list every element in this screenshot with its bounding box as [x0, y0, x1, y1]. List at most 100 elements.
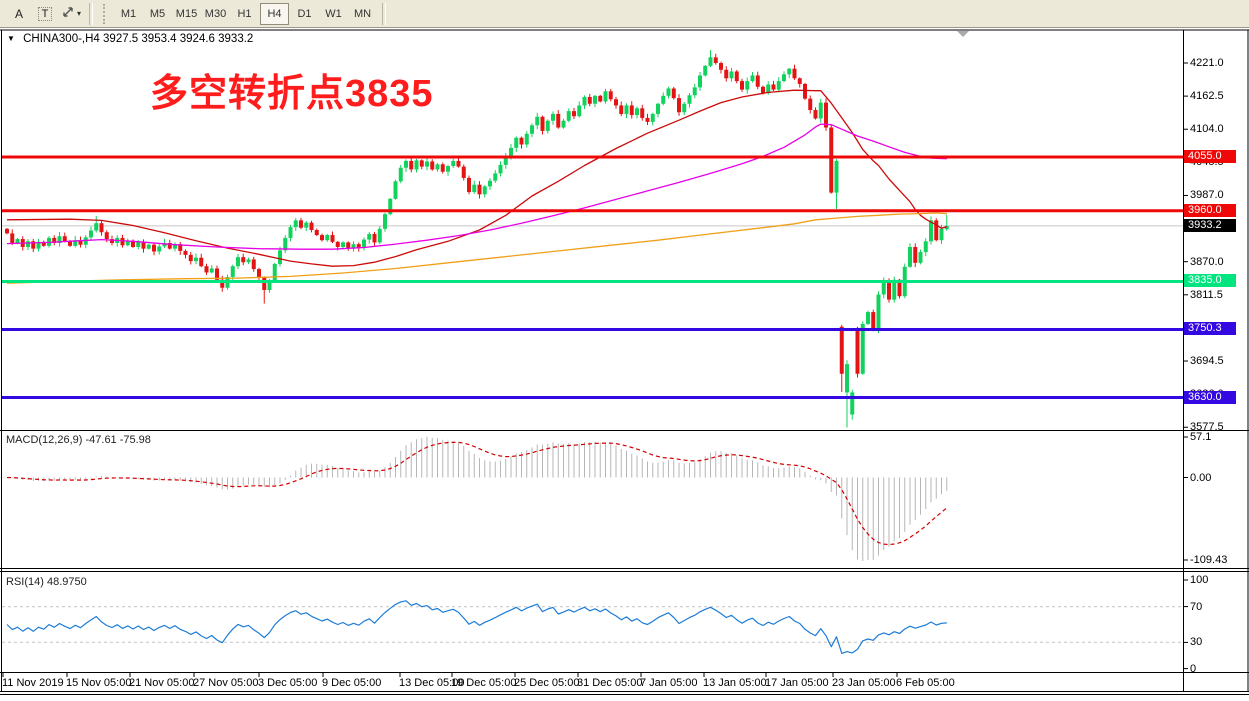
ma-mid-magenta	[6, 123, 947, 250]
candle-body	[5, 228, 9, 234]
candle-body	[162, 243, 167, 247]
candle-body	[624, 105, 629, 114]
candle-body	[125, 240, 130, 246]
candle-body	[761, 86, 765, 94]
chevron-down-icon: ▾	[76, 9, 81, 18]
price-axis-label: 3811.5	[1190, 288, 1223, 301]
candle-body	[257, 269, 261, 278]
timeframe-button-w1[interactable]: W1	[325, 7, 342, 20]
candle-body	[530, 125, 534, 134]
candle-body	[871, 312, 876, 330]
candle-body	[78, 240, 83, 245]
candle-body	[430, 161, 435, 170]
timeframe-button-m5[interactable]: M5	[149, 7, 166, 20]
arrow-cursor-button[interactable]: A	[14, 6, 23, 21]
timeframe-button-m1[interactable]: M1	[120, 7, 137, 20]
price-chart-canvas[interactable]	[0, 28, 1249, 701]
candle-body	[356, 244, 361, 249]
candle-body	[635, 108, 639, 116]
candle-body	[797, 78, 802, 84]
candle-body	[587, 96, 592, 104]
candle-body	[346, 242, 351, 249]
candle-body	[440, 164, 445, 172]
candle-body	[556, 113, 561, 128]
candle-body	[199, 257, 204, 267]
candle-body	[446, 166, 450, 172]
candle-body	[813, 109, 818, 119]
candle-body	[803, 83, 807, 99]
candle-body	[461, 166, 466, 178]
candle-body	[509, 147, 513, 157]
candle-body	[467, 177, 471, 193]
candle-body	[656, 103, 660, 114]
candle-body	[52, 237, 57, 244]
timeframe-button-d1[interactable]: D1	[297, 7, 312, 20]
date-label: 3 Dec 05:00	[258, 677, 318, 689]
candle-body	[57, 236, 62, 244]
candle-body	[377, 228, 382, 243]
candle-body	[614, 99, 618, 106]
candle-body	[766, 84, 771, 94]
rsi-axis-label: 30	[1190, 636, 1203, 649]
macd-indicator-label: MACD(12,26,9) -47.61 -75.98	[6, 434, 151, 446]
candle-body	[740, 81, 744, 90]
candle-body	[677, 98, 681, 113]
timeframe-button-mn[interactable]: MN	[353, 7, 372, 20]
candle-body	[881, 280, 886, 295]
candle-body	[10, 233, 15, 244]
candle-body	[230, 266, 235, 277]
candle-body	[104, 232, 109, 240]
chart-text-annotation[interactable]: 多空转折点3835	[150, 73, 434, 115]
candle-body	[566, 111, 571, 121]
collapse-triangle-icon[interactable]: ▼	[7, 34, 15, 43]
timeframe-button-h1[interactable]: H1	[237, 7, 252, 20]
candle-body	[267, 280, 272, 290]
candle-body	[173, 244, 177, 249]
price-level-badge: 3835.0	[1184, 274, 1236, 288]
candle-body	[845, 364, 849, 393]
candle-body	[236, 257, 240, 267]
candle-body	[713, 57, 718, 63]
date-label: 9 Dec 05:00	[322, 677, 382, 689]
date-label: 15 Nov 05:00	[66, 677, 132, 689]
toolbar-grip[interactable]	[103, 3, 109, 24]
candle-body	[650, 113, 655, 122]
candle-body	[188, 254, 193, 262]
timeframe-button-h4[interactable]: H4	[260, 2, 289, 25]
price-axis-label: 3694.5	[1190, 355, 1224, 368]
ohlc-values-label: 3927.5 3953.4 3924.6 3933.2	[103, 33, 254, 45]
candle-body	[913, 246, 918, 263]
timeframe-button-m15[interactable]: M15	[175, 7, 198, 20]
candle-body	[908, 246, 912, 267]
timeframe-button-m30[interactable]: M30	[204, 7, 227, 20]
candle-body	[209, 268, 214, 273]
candle-body	[640, 108, 645, 118]
candle-body	[472, 184, 477, 193]
candle-body	[619, 105, 624, 114]
date-label: 31 Dec 05:00	[577, 677, 643, 689]
candle-body	[482, 186, 487, 195]
candle-body	[603, 91, 608, 102]
candle-body	[514, 137, 519, 148]
date-label: 21 Nov 05:00	[129, 677, 195, 689]
candle-body	[671, 88, 676, 99]
price-axis-label: 3870.0	[1190, 255, 1224, 268]
candle-body	[782, 74, 786, 82]
macd-axis-label: 57.1	[1190, 431, 1212, 443]
candle-body	[435, 164, 440, 170]
candle-body	[719, 63, 723, 70]
date-label: 23 Jan 05:00	[832, 677, 896, 689]
candle-body	[839, 326, 844, 374]
candle-body	[136, 241, 141, 247]
candle-body	[498, 164, 503, 174]
candle-body	[493, 173, 498, 181]
candle-body	[887, 280, 891, 300]
candle-body	[540, 116, 545, 131]
cursor-mode-dropdown-button[interactable]: ▾	[59, 3, 83, 25]
text-label-tool-button[interactable]: T	[33, 3, 57, 25]
candle-body	[745, 81, 750, 90]
candle-body	[425, 161, 429, 167]
ma-fast-red	[6, 89, 947, 267]
date-label: 13 Jan 05:00	[703, 677, 767, 689]
